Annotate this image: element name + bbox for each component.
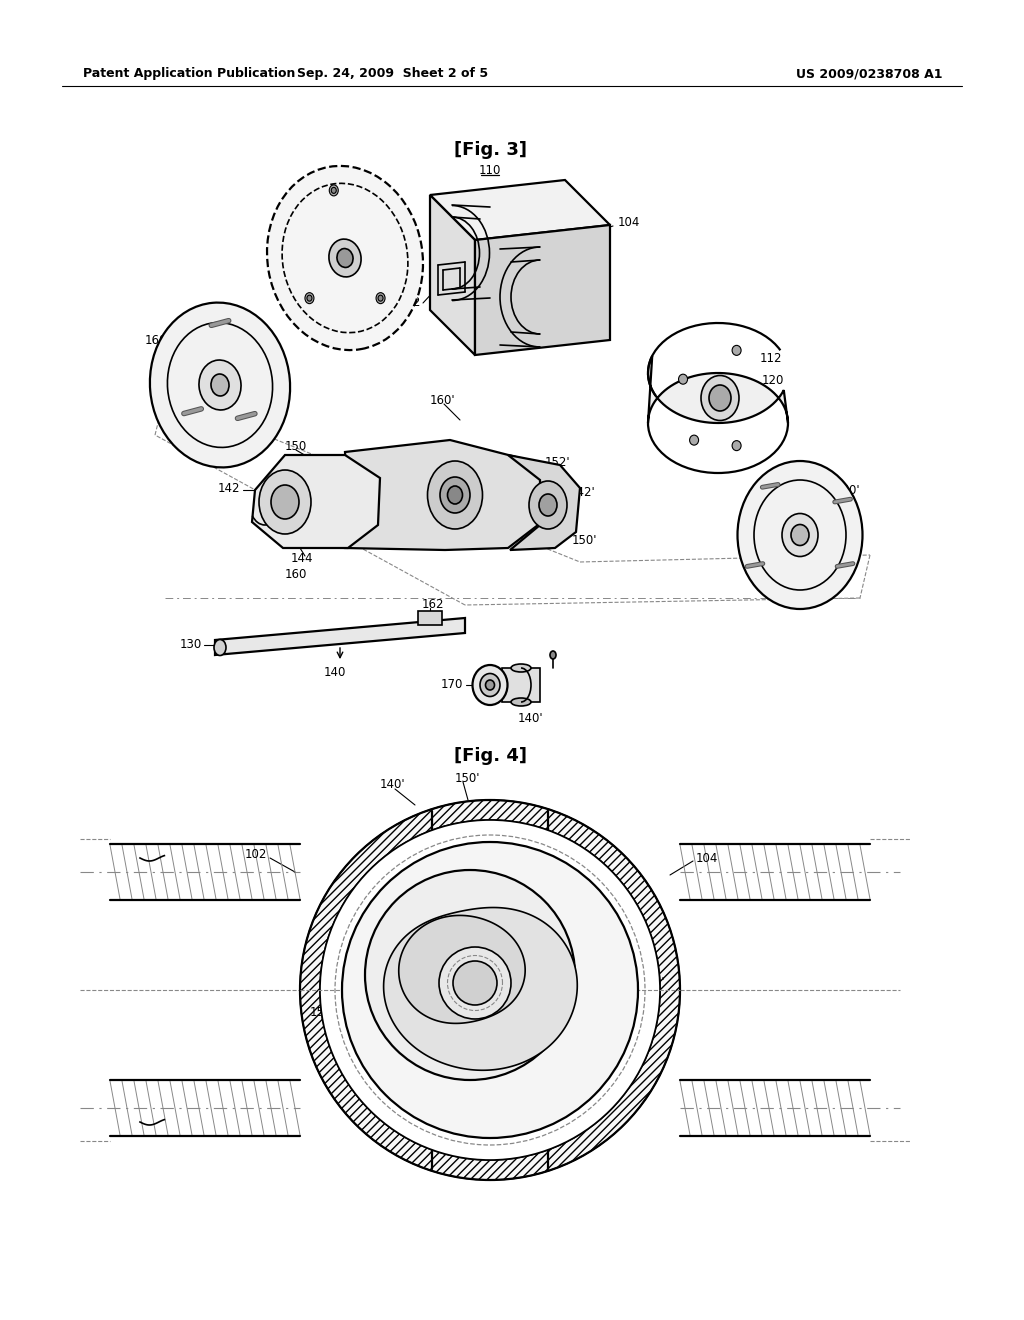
Text: 160: 160 [479,1123,501,1137]
Polygon shape [418,611,442,624]
Ellipse shape [472,665,508,705]
Text: 110: 110 [479,164,501,177]
Circle shape [439,946,511,1019]
Polygon shape [215,618,465,655]
Text: 150': 150' [455,771,480,784]
Polygon shape [384,908,578,1071]
Ellipse shape [732,441,741,450]
Ellipse shape [305,293,314,304]
Ellipse shape [511,664,531,672]
Ellipse shape [199,360,241,411]
Ellipse shape [732,346,741,355]
Polygon shape [508,455,580,550]
Text: 160': 160' [640,975,666,989]
Text: 104: 104 [696,851,719,865]
Text: 160': 160' [835,483,860,496]
Ellipse shape [329,239,361,277]
Text: 150': 150' [572,533,597,546]
Text: 140: 140 [317,972,340,985]
Ellipse shape [271,484,299,519]
Text: 140: 140 [324,665,346,678]
Text: US 2009/0238708 A1: US 2009/0238708 A1 [796,67,942,81]
Ellipse shape [307,296,312,301]
Circle shape [342,842,638,1138]
Ellipse shape [427,461,482,529]
Text: 102: 102 [245,849,267,862]
Text: 142: 142 [217,482,240,495]
Polygon shape [398,916,525,1023]
Ellipse shape [701,375,739,421]
Ellipse shape [485,680,495,690]
Text: 120: 120 [365,198,387,211]
Text: 150: 150 [309,1006,332,1019]
Ellipse shape [259,470,311,535]
Text: 112: 112 [444,209,467,222]
Circle shape [453,961,497,1005]
Text: 130: 130 [180,639,202,652]
Polygon shape [648,356,788,422]
Ellipse shape [782,513,818,557]
Ellipse shape [511,698,531,706]
Ellipse shape [214,639,226,656]
Circle shape [319,820,660,1160]
Ellipse shape [689,436,698,445]
Ellipse shape [737,461,862,609]
Text: Patent Application Publication: Patent Application Publication [83,67,295,81]
Ellipse shape [211,374,229,396]
Ellipse shape [376,293,385,304]
Ellipse shape [330,185,338,195]
Polygon shape [502,668,540,702]
Polygon shape [252,455,380,548]
Ellipse shape [539,494,557,516]
Text: 152: 152 [342,454,365,466]
Text: 144: 144 [291,552,313,565]
Text: 120: 120 [762,374,784,387]
Text: [Fig. 3]: [Fig. 3] [454,141,526,158]
Text: 104: 104 [618,215,640,228]
Text: 160: 160 [144,334,167,346]
Text: 162: 162 [422,598,444,611]
Ellipse shape [679,374,687,384]
Polygon shape [475,224,610,355]
Polygon shape [430,195,475,355]
Ellipse shape [709,385,731,411]
Text: 102: 102 [398,297,421,309]
Ellipse shape [150,302,290,467]
Ellipse shape [332,187,336,194]
Text: 160': 160' [430,393,456,407]
Ellipse shape [267,166,423,350]
Ellipse shape [529,480,567,529]
Text: 150: 150 [285,441,307,454]
Ellipse shape [337,248,353,268]
Ellipse shape [480,673,500,697]
Polygon shape [430,180,610,240]
Text: 140': 140' [380,779,406,792]
Text: 140': 140' [517,711,543,725]
Text: Sep. 24, 2009  Sheet 2 of 5: Sep. 24, 2009 Sheet 2 of 5 [297,67,488,81]
Ellipse shape [550,651,556,659]
Ellipse shape [440,477,470,513]
Ellipse shape [447,486,463,504]
Circle shape [300,800,680,1180]
Text: [Fig. 4]: [Fig. 4] [454,747,526,766]
Text: 142': 142' [570,486,596,499]
Circle shape [365,870,575,1080]
Circle shape [319,820,660,1160]
Ellipse shape [791,524,809,545]
Text: 160: 160 [285,569,307,582]
Text: 112: 112 [760,351,782,364]
Text: 152': 152' [545,457,570,470]
Polygon shape [345,440,542,550]
Ellipse shape [378,296,383,301]
Text: 170: 170 [440,678,463,692]
